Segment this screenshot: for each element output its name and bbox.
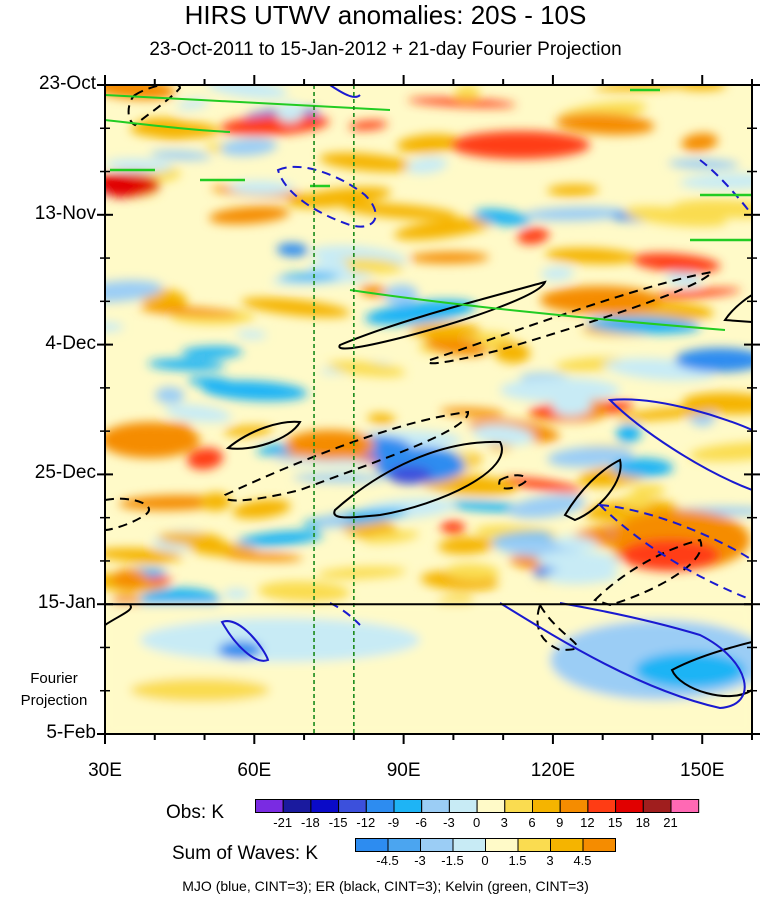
er-contour <box>498 474 527 490</box>
er-contour <box>427 270 715 365</box>
y-tick-label: 13-Nov <box>34 202 96 224</box>
colorbar-level-label: 6 <box>528 815 536 830</box>
legend-footer: MJO (blue, CINT=3); ER (black, CINT=3); … <box>182 878 589 894</box>
mjo-contour <box>329 85 361 98</box>
kelvin-contour <box>105 119 231 133</box>
kelvin-contour <box>105 94 391 111</box>
y-tick-label: 25-Dec <box>34 462 96 484</box>
colorbar-swatch <box>642 799 672 813</box>
er-contour <box>563 458 622 522</box>
mjo-contour <box>699 159 752 216</box>
er-contour <box>105 497 150 531</box>
obs-colorbar <box>255 799 700 813</box>
x-tick-label: 30E <box>88 760 122 781</box>
colorbar-level-label: -1.5 <box>441 853 464 868</box>
colorbar-level-label: 12 <box>580 815 595 830</box>
colorbar-swatch <box>310 799 340 813</box>
x-tick-label: 90E <box>386 760 421 781</box>
colorbar-swatch <box>485 838 519 852</box>
colorbar-level-label: 15 <box>607 815 623 830</box>
axes <box>97 75 760 744</box>
colorbar-swatch <box>559 799 589 813</box>
er-contour <box>333 440 503 519</box>
colorbar-swatch <box>615 799 644 813</box>
anomaly-field <box>105 85 752 734</box>
colorbar-swatch <box>338 799 367 813</box>
colorbar-level-label: 1.5 <box>508 853 527 868</box>
er-contour <box>223 410 470 502</box>
er-contour <box>225 420 302 450</box>
colorbar-level-label: -15 <box>328 815 348 830</box>
x-tick-label: 60E <box>237 760 272 781</box>
y-tick-label: 23-Oct <box>38 73 96 94</box>
colorbar-swatch <box>452 838 486 852</box>
er-contour <box>593 538 703 607</box>
colorbar-swatch <box>282 799 312 813</box>
obs-colorbar-label: Obs: K <box>166 802 225 823</box>
colorbar-level-label: -21 <box>273 815 293 830</box>
colorbar-swatch <box>587 799 617 813</box>
colorbar-level-label: 0 <box>481 853 489 868</box>
colorbar-level-label: 21 <box>663 815 678 830</box>
colorbar-level-label: -3 <box>414 853 426 868</box>
colorbar-swatch <box>582 838 616 852</box>
chart-subtitle: 23-Oct-2011 to 15-Jan-2012 + 21-day Four… <box>149 39 622 60</box>
colorbar-level-label: -4.5 <box>376 853 399 868</box>
er-contour <box>723 293 752 324</box>
waves-colorbar <box>355 838 616 852</box>
colorbar-swatch <box>255 799 284 813</box>
colorbar-swatch <box>355 838 389 852</box>
er-contour <box>536 602 579 652</box>
colorbar-level-label: -18 <box>300 815 320 830</box>
colorbar-swatch <box>420 838 454 852</box>
colorbar-level-label: 9 <box>556 815 564 830</box>
colorbar-swatch <box>393 799 423 813</box>
colorbar-level-label: 18 <box>635 815 651 830</box>
colorbar-swatch <box>532 799 561 813</box>
kelvin-contour <box>349 289 726 331</box>
er-contour <box>105 604 132 626</box>
x-tick-label: 120E <box>530 760 576 781</box>
er-contour <box>127 85 182 127</box>
colorbar-swatch <box>517 838 551 852</box>
colorbar-swatch <box>365 799 395 813</box>
y-tick-label: 4-Dec <box>45 332 96 354</box>
y-tick-label: 15-Jan <box>37 592 96 614</box>
mjo-contour <box>220 620 270 662</box>
mjo-contour <box>276 165 377 228</box>
er-contour <box>670 640 752 698</box>
chart-title: HIRS UTWV anomalies: 20S - 10S <box>184 0 587 30</box>
colorbar-swatch <box>476 799 506 813</box>
y-tick-label: 5-Feb <box>46 722 96 743</box>
colorbar-level-label: -9 <box>387 815 400 830</box>
colorbar-swatch <box>448 799 478 813</box>
fourier-projection-label: Fourier Projection <box>20 670 88 709</box>
wave-contours <box>105 85 752 734</box>
plot-frame <box>104 84 753 735</box>
mjo-contour <box>607 398 752 492</box>
colorbar-level-label: -12 <box>356 815 376 830</box>
x-tick-label: 150E <box>680 760 725 781</box>
colorbar-level-label: -3 <box>443 815 455 830</box>
colorbar-level-label: 3 <box>546 853 554 868</box>
colorbar-swatch <box>387 838 421 852</box>
mjo-contour <box>597 503 752 602</box>
colorbar-swatch <box>550 838 584 852</box>
colorbar-level-label: -6 <box>415 815 427 830</box>
colorbar-level-label: 3 <box>500 815 508 830</box>
colorbar-swatch <box>670 799 700 813</box>
waves-colorbar-label: Sum of Waves: K <box>172 843 319 864</box>
colorbar-swatch <box>421 799 450 813</box>
er-contour <box>338 280 547 350</box>
colorbar-level-label: 4.5 <box>573 853 592 868</box>
mjo-contour <box>499 602 746 710</box>
colorbar-level-label: 0 <box>472 815 481 830</box>
colorbar-swatch <box>504 799 534 813</box>
